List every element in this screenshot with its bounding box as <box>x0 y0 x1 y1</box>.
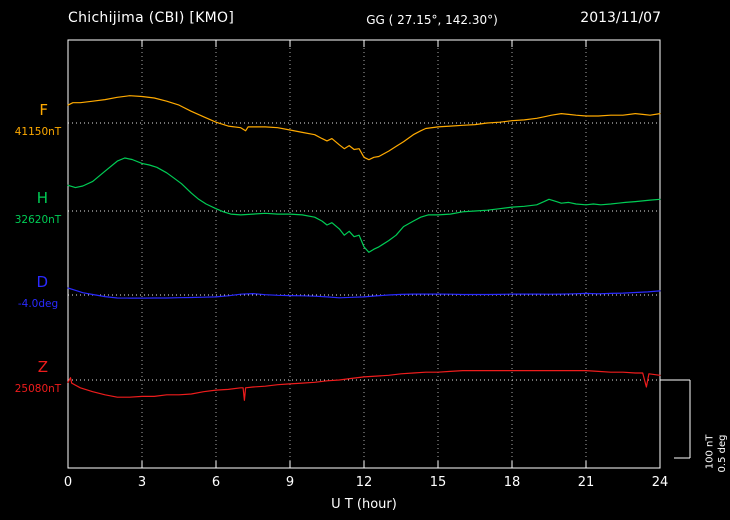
x-tick-label: 21 <box>577 475 595 490</box>
trace-D <box>67 287 661 299</box>
x-axis-label: U T (hour) <box>331 497 397 512</box>
series-H-label: H <box>36 189 48 207</box>
scale-bar-nt-label: 100 nT <box>704 434 716 470</box>
series-F-baseline-value: 41150nT <box>14 126 62 138</box>
x-tick-label: 6 <box>211 475 221 490</box>
x-tick-label: 0 <box>63 475 73 490</box>
series-F-label: F <box>39 101 48 119</box>
x-tick-label: 15 <box>429 475 447 490</box>
scale-bar-deg-label: 0.5 deg <box>716 434 728 473</box>
trace-Z <box>67 370 661 401</box>
x-tick-label: 12 <box>355 475 373 490</box>
series-D-label: D <box>36 273 48 291</box>
series-D-baseline-value: -4.0deg <box>17 298 59 310</box>
station-title: Chichijima (CBI) [KMO] <box>68 10 235 26</box>
trace-F <box>67 95 661 161</box>
x-tick-label: 24 <box>651 475 669 490</box>
x-axis-tick-labels: 0 3 6 9 12 15 18 21 24 <box>0 475 730 491</box>
trace-H <box>67 157 661 253</box>
series-H-baseline-value: 32620nT <box>14 214 62 226</box>
x-tick-label: 3 <box>137 475 147 490</box>
series-Z-label: Z <box>37 358 48 376</box>
series-Z-baseline-value: 25080nT <box>14 383 62 395</box>
x-tick-label: 9 <box>285 475 295 490</box>
observation-date: 2013/11/07 <box>580 10 661 26</box>
geographic-coordinates: GG ( 27.15°, 142.30°) <box>366 13 498 27</box>
x-tick-label: 18 <box>503 475 521 490</box>
